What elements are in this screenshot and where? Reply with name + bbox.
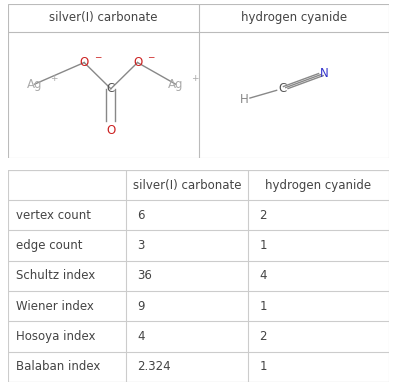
Text: +: + (50, 74, 58, 83)
Text: 6: 6 (137, 209, 145, 222)
Text: Schultz index: Schultz index (15, 269, 95, 283)
Text: Balaban index: Balaban index (15, 361, 100, 374)
Text: +: + (191, 74, 198, 83)
Text: hydrogen cyanide: hydrogen cyanide (266, 178, 372, 191)
Text: 36: 36 (137, 269, 152, 283)
Text: 1: 1 (260, 300, 267, 313)
Text: O: O (79, 56, 89, 69)
Text: C: C (278, 82, 287, 95)
Text: N: N (320, 67, 329, 80)
Text: H: H (240, 93, 249, 106)
Text: edge count: edge count (15, 239, 82, 252)
Text: 4: 4 (260, 269, 267, 283)
Text: −: − (94, 52, 101, 61)
Text: 1: 1 (260, 239, 267, 252)
Text: vertex count: vertex count (15, 209, 91, 222)
Text: 1: 1 (260, 361, 267, 374)
Text: 2.324: 2.324 (137, 361, 171, 374)
Text: Wiener index: Wiener index (15, 300, 93, 313)
Text: Hosoya index: Hosoya index (15, 330, 95, 343)
Text: silver(I) carbonate: silver(I) carbonate (49, 11, 158, 24)
Text: Ag: Ag (27, 78, 42, 91)
Text: C: C (107, 82, 115, 95)
Text: 2: 2 (260, 330, 267, 343)
Text: 4: 4 (137, 330, 145, 343)
Text: Ag: Ag (168, 78, 183, 91)
Text: 9: 9 (137, 300, 145, 313)
Text: O: O (106, 124, 116, 137)
Text: hydrogen cyanide: hydrogen cyanide (241, 11, 347, 24)
Text: 2: 2 (260, 209, 267, 222)
Text: O: O (133, 56, 142, 69)
Text: 3: 3 (137, 239, 145, 252)
Text: −: − (147, 52, 154, 61)
Text: silver(I) carbonate: silver(I) carbonate (133, 178, 241, 191)
